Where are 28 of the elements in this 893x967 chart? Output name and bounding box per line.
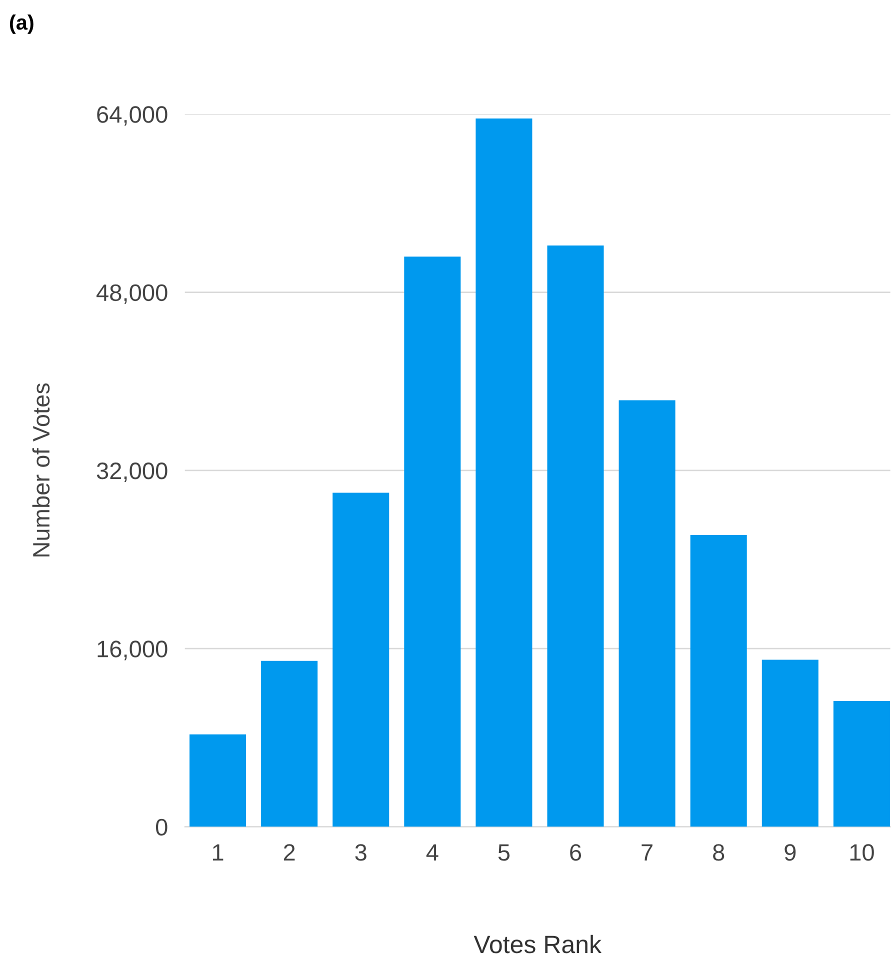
bar (833, 700, 890, 827)
bar (404, 256, 461, 827)
bar (762, 660, 818, 827)
bar (690, 535, 747, 827)
x-tick-label: 3 (355, 844, 366, 861)
bar (618, 400, 676, 827)
y-tick-label: 48,000 (96, 284, 168, 304)
bar (476, 118, 532, 827)
y-axis-title: Number of Votes (32, 383, 50, 556)
bar (190, 734, 246, 827)
y-tick-label: 0 (156, 818, 168, 836)
x-tick-label: 1 (213, 844, 224, 861)
x-tick-label: 4 (426, 844, 438, 861)
y-tick-label: 32,000 (96, 462, 168, 482)
bar (261, 660, 318, 827)
bar (332, 492, 390, 827)
x-tick-label: 5 (498, 844, 510, 861)
bar (547, 246, 604, 827)
x-tick-label: 2 (284, 844, 295, 861)
x-tick-label: 6 (570, 844, 582, 861)
chart-title: (a) (10, 14, 34, 34)
x-tick-label: 8 (713, 844, 724, 861)
x-tick-label: 9 (784, 844, 796, 861)
x-tick-label: 7 (642, 844, 652, 861)
y-tick-label: 16,000 (98, 640, 168, 660)
x-tick-label: 10 (850, 844, 874, 861)
x-axis-title: Votes Rank (474, 934, 602, 954)
y-tick-label: 64,000 (97, 106, 168, 126)
